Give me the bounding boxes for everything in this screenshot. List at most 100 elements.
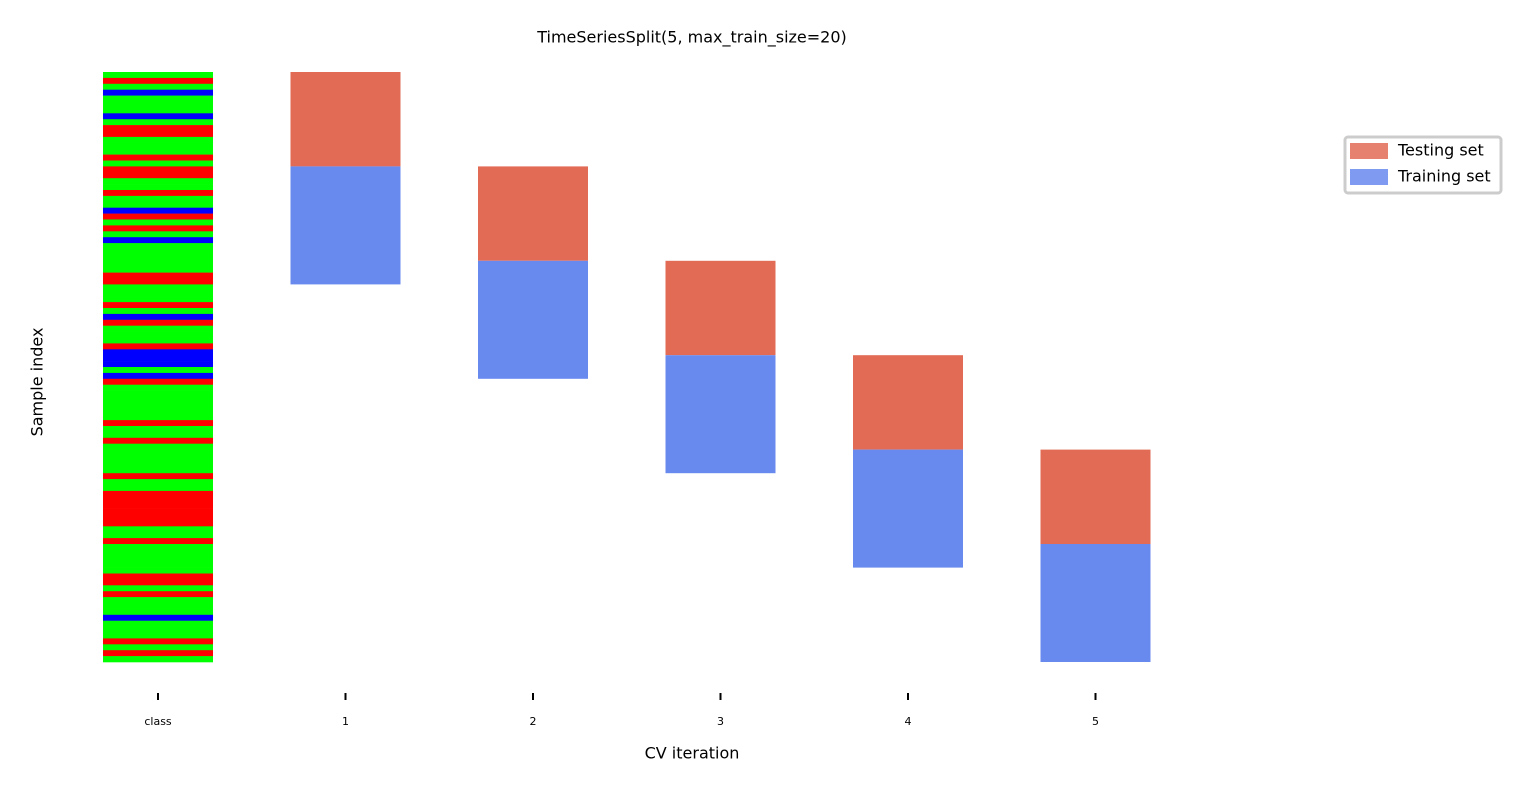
class-band (103, 638, 213, 645)
class-band (103, 591, 213, 598)
class-band (103, 237, 213, 244)
legend-label: Training set (1397, 167, 1491, 186)
class-band (103, 502, 213, 509)
class-band (103, 620, 213, 627)
train-block (665, 355, 776, 474)
legend-label: Testing set (1397, 141, 1484, 160)
class-band (103, 119, 213, 126)
class-band (103, 656, 213, 663)
class-band (103, 420, 213, 427)
class-band (103, 190, 213, 197)
class-band (103, 225, 213, 232)
class-band (103, 308, 213, 315)
class-band (103, 473, 213, 480)
class-band (103, 526, 213, 533)
class-band (103, 77, 213, 85)
class-band (103, 479, 213, 486)
test-block (665, 260, 776, 356)
class-band (103, 490, 213, 498)
class-band (103, 443, 213, 450)
class-band (103, 219, 213, 226)
class-band (103, 325, 213, 332)
class-band (103, 496, 213, 503)
class-band (103, 266, 213, 273)
class-band (103, 89, 213, 96)
x-axis-label: CV iteration (645, 744, 740, 763)
class-band (103, 461, 213, 468)
x-tick-label: 5 (1092, 715, 1099, 728)
class-band (103, 485, 213, 492)
x-tick-label: 2 (530, 715, 537, 728)
class-band (103, 567, 213, 574)
class-band (103, 195, 213, 203)
class-band (103, 390, 213, 397)
class-band (103, 632, 213, 639)
class-band (103, 260, 213, 267)
class-band (103, 437, 213, 444)
class-band (103, 148, 213, 155)
class-band (103, 384, 213, 391)
x-tick-label: 1 (342, 715, 349, 728)
class-band (103, 650, 213, 657)
train-block (290, 166, 401, 285)
test-block (853, 355, 963, 450)
class-band (103, 331, 213, 338)
class-band (103, 272, 213, 279)
class-band (103, 361, 213, 368)
class-band (103, 467, 213, 474)
class-band (103, 426, 213, 433)
class-band (103, 626, 213, 633)
class-band (103, 83, 213, 90)
x-tick-label: 4 (905, 715, 912, 728)
class-band (103, 131, 213, 138)
class-band (103, 142, 213, 149)
class-band (103, 644, 213, 651)
class-band (103, 290, 213, 297)
class-band (103, 154, 213, 161)
class-band (103, 349, 213, 356)
class-band (103, 579, 213, 586)
chart-title: TimeSeriesSplit(5, max_train_size=20) (536, 28, 847, 48)
class-band (103, 166, 213, 173)
class-band (103, 544, 213, 551)
train-block (853, 449, 963, 568)
class-band (103, 396, 213, 403)
class-band (103, 243, 213, 250)
class-band (103, 313, 213, 321)
class-band (103, 520, 213, 527)
class-band (103, 178, 213, 185)
class-band (103, 254, 213, 262)
class-band (103, 213, 213, 220)
class-band (103, 431, 213, 439)
class-band (103, 337, 213, 344)
class-band (103, 449, 213, 456)
class-band (103, 278, 213, 285)
class-band (103, 172, 213, 179)
y-axis-label: Sample index (28, 328, 47, 437)
class-band (103, 343, 213, 350)
class-band (103, 101, 213, 108)
class-band (103, 319, 213, 326)
class-band (103, 561, 213, 568)
class-band (103, 302, 213, 309)
train-block (478, 260, 588, 379)
class-band (103, 608, 213, 616)
class-band (103, 296, 213, 303)
test-block (1040, 449, 1151, 544)
class-band (103, 367, 213, 374)
class-band (103, 184, 213, 191)
class-band (103, 538, 213, 545)
class-band (103, 378, 213, 385)
class-band (103, 455, 213, 462)
legend-swatch (1350, 169, 1388, 185)
class-band (103, 549, 213, 557)
class-band (103, 408, 213, 415)
class-band (103, 372, 213, 380)
legend-swatch (1350, 143, 1388, 159)
class-band (103, 402, 213, 409)
class-band (103, 201, 213, 208)
class-band (103, 585, 213, 592)
class-band (103, 555, 213, 562)
class-band (103, 514, 213, 521)
